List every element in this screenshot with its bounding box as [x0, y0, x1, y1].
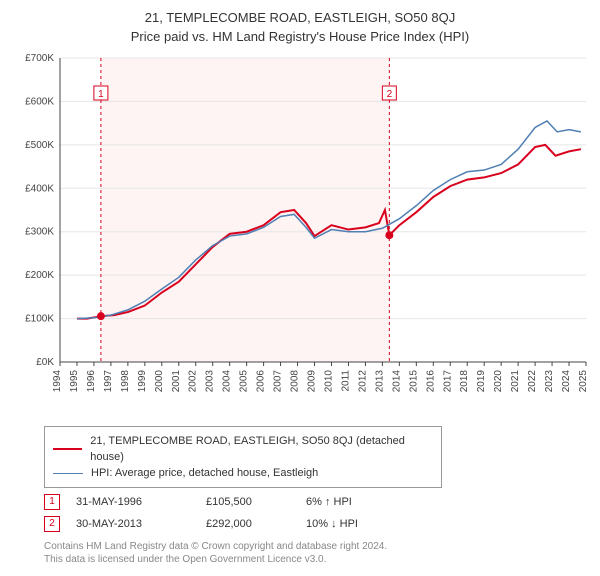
svg-text:2000: 2000	[154, 370, 165, 393]
svg-text:2025: 2025	[578, 370, 589, 393]
svg-text:2021: 2021	[510, 370, 521, 393]
svg-text:2017: 2017	[442, 370, 453, 393]
svg-text:2010: 2010	[323, 370, 334, 393]
chart-svg: £0K £100K £200K £300K £400K £500K £600K £700K 19…	[10, 54, 590, 414]
svg-text:£600K: £600K	[25, 96, 54, 107]
svg-text:1996: 1996	[86, 370, 97, 393]
svg-text:2015: 2015	[408, 370, 419, 393]
legend-label: HPI: Average price, detached house, East…	[91, 465, 318, 481]
svg-text:2003: 2003	[205, 370, 216, 393]
svg-text:£300K: £300K	[25, 227, 54, 238]
svg-text:1997: 1997	[103, 370, 114, 393]
svg-text:2001: 2001	[171, 370, 182, 393]
legend-swatch	[53, 448, 82, 450]
svg-text:2012: 2012	[357, 370, 368, 393]
svg-text:2006: 2006	[256, 370, 267, 393]
svg-text:1998: 1998	[120, 370, 131, 393]
svg-text:2013: 2013	[374, 370, 385, 393]
sale-badge: 1	[44, 494, 60, 510]
svg-text:£400K: £400K	[25, 183, 54, 194]
legend-swatch	[53, 473, 83, 474]
copyright-line1: Contains HM Land Registry data © Crown c…	[44, 541, 387, 552]
svg-text:1995: 1995	[69, 370, 80, 393]
svg-text:2002: 2002	[188, 370, 199, 393]
svg-text:2022: 2022	[527, 370, 538, 393]
sale-row: 2 30-MAY-2013£292,00010% ↓ HPI	[44, 516, 590, 532]
legend-box: 21, TEMPLECOMBE ROAD, EASTLEIGH, SO50 8Q…	[44, 426, 442, 488]
sale-delta: 10% ↓ HPI	[306, 518, 396, 530]
chart-container: 21, TEMPLECOMBE ROAD, EASTLEIGH, SO50 8Q…	[0, 0, 600, 576]
svg-text:2: 2	[387, 89, 393, 100]
svg-text:2004: 2004	[222, 370, 233, 393]
sale-price: £292,000	[206, 518, 306, 530]
svg-text:2014: 2014	[391, 370, 402, 393]
svg-text:2009: 2009	[307, 370, 318, 393]
svg-text:£200K: £200K	[25, 270, 54, 281]
sale-price: £105,500	[206, 496, 306, 508]
sale-date: 30-MAY-2013	[76, 518, 206, 530]
svg-text:2019: 2019	[476, 370, 487, 393]
svg-text:2008: 2008	[290, 370, 301, 393]
legend-label: 21, TEMPLECOMBE ROAD, EASTLEIGH, SO50 8Q…	[90, 433, 433, 465]
svg-text:£100K: £100K	[25, 314, 54, 325]
svg-text:1999: 1999	[137, 370, 148, 393]
chart-title-address: 21, TEMPLECOMBE ROAD, EASTLEIGH, SO50 8Q…	[10, 10, 590, 25]
sale-badge: 2	[44, 516, 60, 532]
svg-text:2018: 2018	[459, 370, 470, 393]
sale-row: 1 31-MAY-1996£105,5006% ↑ HPI	[44, 494, 590, 510]
svg-text:2005: 2005	[239, 370, 250, 393]
sale-delta: 6% ↑ HPI	[306, 496, 396, 508]
svg-text:2011: 2011	[340, 370, 351, 392]
svg-text:1: 1	[98, 89, 104, 100]
svg-text:£500K: £500K	[25, 140, 54, 151]
sale-date: 31-MAY-1996	[76, 496, 206, 508]
svg-text:2016: 2016	[425, 370, 436, 393]
sales-list: 1 31-MAY-1996£105,5006% ↑ HPI 2 30-MAY-2013…	[10, 494, 590, 532]
svg-text:£700K: £700K	[25, 54, 54, 64]
copyright-text: Contains HM Land Registry data © Crown c…	[44, 540, 590, 566]
chart-plot: £0K £100K £200K £300K £400K £500K £600K £700K 19…	[10, 54, 590, 414]
svg-text:2023: 2023	[544, 370, 555, 393]
svg-text:2020: 2020	[493, 370, 504, 393]
legend-item: HPI: Average price, detached house, East…	[53, 465, 433, 481]
legend-item: 21, TEMPLECOMBE ROAD, EASTLEIGH, SO50 8Q…	[53, 433, 433, 465]
svg-text:2024: 2024	[561, 370, 572, 393]
chart-title-subtitle: Price paid vs. HM Land Registry's House …	[10, 29, 590, 44]
svg-text:£0K: £0K	[36, 357, 54, 368]
svg-text:1994: 1994	[52, 370, 63, 393]
svg-text:2007: 2007	[273, 370, 284, 393]
